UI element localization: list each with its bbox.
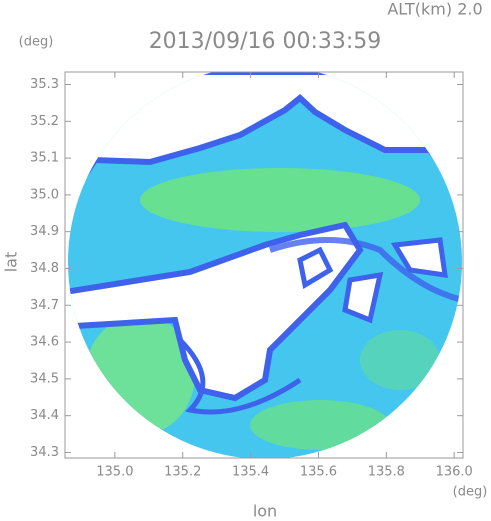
y-unit: (deg) bbox=[19, 35, 54, 50]
chart-title: 2013/09/16 00:33:59 bbox=[149, 29, 382, 54]
x-axis-label: lon bbox=[253, 502, 277, 521]
y-tick-label: 34.5 bbox=[30, 371, 59, 386]
y-axis-label: lat bbox=[2, 252, 21, 273]
y-tick-label: 35.1 bbox=[30, 151, 59, 166]
y-tick-label: 34.8 bbox=[30, 261, 59, 276]
x-tick-label: 135.4 bbox=[232, 465, 269, 480]
x-tick-label: 135.6 bbox=[300, 465, 337, 480]
y-tick-label: 34.6 bbox=[30, 335, 59, 350]
y-tick-label: 35.2 bbox=[30, 114, 59, 129]
altitude-label: ALT(km) 2.0 bbox=[387, 0, 482, 19]
y-tick-label: 34.9 bbox=[30, 224, 59, 239]
x-tick-label: 135.0 bbox=[96, 465, 133, 480]
x-tick-label: 136.0 bbox=[436, 465, 473, 480]
y-tick-label: 34.3 bbox=[30, 445, 59, 460]
y-tick-label: 35.3 bbox=[30, 77, 59, 92]
x-unit: (deg) bbox=[453, 485, 488, 500]
plot-frame bbox=[64, 71, 464, 459]
x-tick-label: 135.2 bbox=[164, 465, 201, 480]
y-tick-label: 34.7 bbox=[30, 298, 59, 313]
y-tick-label: 34.4 bbox=[30, 408, 59, 423]
y-tick-label: 35.0 bbox=[30, 187, 59, 202]
x-tick-label: 135.8 bbox=[368, 465, 405, 480]
